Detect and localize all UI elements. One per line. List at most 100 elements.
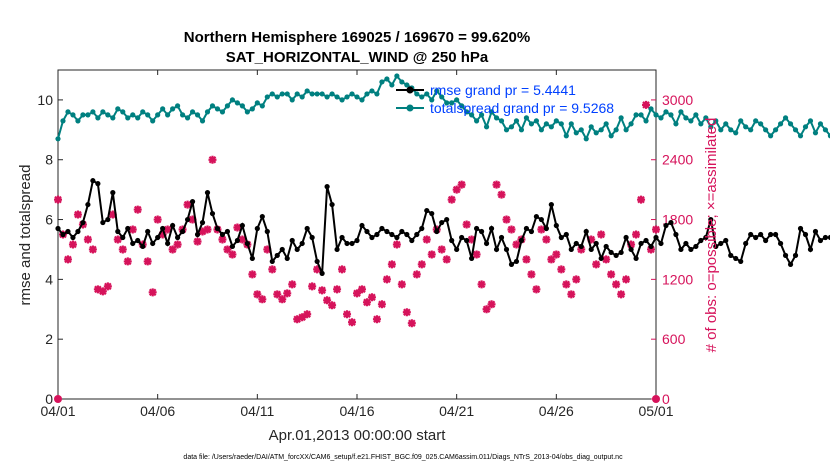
- totalspread-point: [219, 109, 226, 115]
- rmse-point: [70, 234, 76, 241]
- totalspread-point: [324, 94, 330, 100]
- totalspread-point: [459, 103, 465, 109]
- rmse-point: [792, 252, 799, 259]
- obs-point: [592, 260, 601, 269]
- totalspread-point: [314, 91, 320, 97]
- totalspread-point: [598, 127, 604, 133]
- totalspread-point: [533, 118, 540, 124]
- rmse-point: [683, 240, 689, 247]
- rmse-point: [648, 243, 654, 250]
- obs-point: [153, 215, 162, 224]
- y-tick-label: 4: [45, 271, 53, 287]
- totalspread-point: [763, 127, 769, 133]
- x-tick-label: 04/16: [339, 403, 374, 419]
- totalspread-point: [787, 121, 794, 127]
- obs-point: [597, 230, 606, 239]
- totalspread-point: [474, 118, 480, 124]
- rmse-point: [673, 231, 679, 238]
- y-axis-label-left: rmse and totalspread: [17, 165, 34, 306]
- totalspread-point: [384, 76, 390, 82]
- rmse-point: [339, 234, 345, 241]
- totalspread-point: [518, 127, 525, 133]
- obs-point: [537, 225, 546, 234]
- rmse-point: [429, 210, 435, 217]
- rmse-point: [797, 225, 804, 232]
- rmse-point: [777, 240, 784, 247]
- totalspread-point: [728, 127, 734, 133]
- totalspread-point: [150, 118, 156, 124]
- obs-point: [278, 295, 287, 304]
- totalspread-point: [404, 82, 410, 88]
- y-tick-label: 2: [45, 331, 53, 347]
- y-right-tick-label: 600: [662, 331, 686, 347]
- obs-point: [417, 260, 426, 269]
- obs-point: [472, 250, 481, 259]
- rmse-point: [748, 231, 754, 238]
- rmse-point: [229, 243, 236, 250]
- rmse-point: [239, 222, 245, 229]
- rmse-point: [728, 252, 734, 259]
- rmse-point: [199, 219, 206, 226]
- rmse-point: [598, 255, 604, 262]
- totalspread-point: [369, 88, 375, 94]
- obs-point: [253, 290, 262, 299]
- obs-point: [362, 298, 371, 307]
- obs-point: [487, 300, 496, 309]
- obs-point: [73, 210, 82, 219]
- totalspread-point: [608, 133, 614, 139]
- obs-point: [482, 305, 491, 314]
- totalspread-point: [738, 118, 744, 124]
- rmse-point: [713, 243, 719, 250]
- totalspread-point: [269, 91, 275, 97]
- obs-point: [333, 285, 342, 294]
- rmse-point: [469, 255, 475, 262]
- rmse-point: [369, 234, 375, 241]
- totalspread-point: [513, 118, 520, 124]
- obs-point: [88, 245, 97, 254]
- totalspread-point: [70, 112, 76, 118]
- totalspread-point: [419, 94, 425, 100]
- totalspread-point: [234, 100, 240, 106]
- totalspread-point: [359, 97, 365, 103]
- obs-point: [382, 275, 391, 284]
- rmse-point: [244, 240, 250, 247]
- totalspread-point: [638, 112, 644, 118]
- rmse-point: [743, 240, 749, 247]
- rmse-point: [827, 234, 830, 241]
- obs-point: [118, 245, 127, 254]
- y-right-tick-label: 0: [662, 391, 670, 407]
- totalspread-point: [115, 106, 121, 112]
- obs-point: [238, 235, 247, 244]
- legend-marker-rmse: [406, 86, 414, 94]
- totalspread-point: [643, 118, 649, 124]
- rmse-point: [170, 222, 176, 229]
- totalspread-point: [170, 106, 176, 112]
- totalspread-point: [688, 118, 694, 124]
- totalspread-point: [748, 127, 754, 133]
- totalspread-point: [120, 109, 126, 115]
- obs-point: [587, 235, 596, 244]
- rmse-point: [653, 234, 659, 241]
- rmse-point: [588, 246, 594, 253]
- obs-point: [123, 257, 132, 266]
- totalspread-point: [768, 133, 774, 139]
- obs-point: [387, 260, 396, 269]
- obs-point: [397, 280, 406, 289]
- obs-point: [602, 255, 611, 264]
- totalspread-point: [573, 130, 579, 136]
- obs-point: [313, 265, 322, 274]
- rmse-point: [309, 234, 315, 241]
- rmse-point: [194, 231, 201, 238]
- totalspread-point: [558, 121, 564, 127]
- obs-point: [113, 235, 122, 244]
- rmse-point: [638, 240, 644, 247]
- totalspread-point: [254, 100, 260, 106]
- obs-point: [208, 155, 217, 164]
- totalspread-point: [817, 121, 824, 127]
- obs-point: [133, 205, 142, 214]
- y-tick-label: 10: [37, 92, 53, 108]
- totalspread-point: [758, 121, 764, 127]
- totalspread-point: [782, 115, 789, 121]
